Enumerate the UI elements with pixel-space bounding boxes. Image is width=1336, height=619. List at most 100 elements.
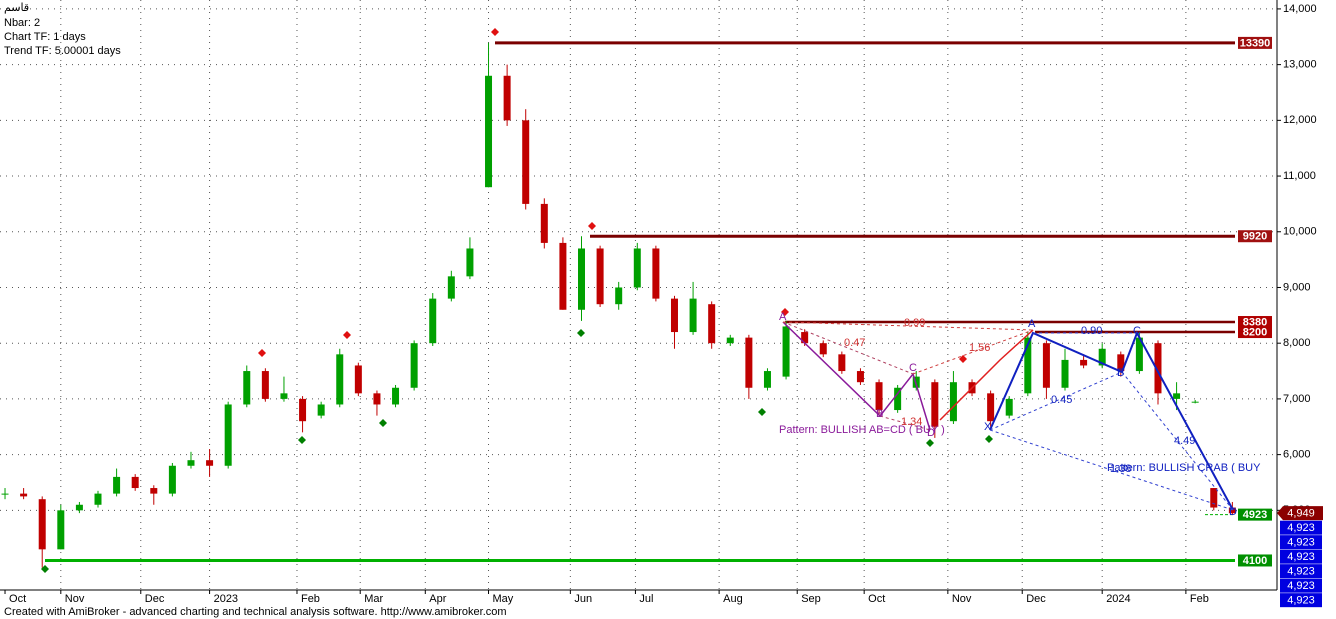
swing-high (258, 349, 266, 357)
price-label: 4,923 (1287, 522, 1315, 534)
ratio-label: 4.49 (1174, 435, 1195, 447)
ratio-label: 0.99 (904, 317, 925, 329)
pattern-lines (782, 321, 1234, 511)
candle-body (540, 203, 548, 243)
candle-body (838, 354, 846, 372)
abcd-pattern (782, 321, 931, 431)
candle-body (1024, 337, 1032, 394)
candle-body (689, 298, 697, 333)
swing-high (781, 308, 789, 316)
candle-body (875, 382, 883, 411)
y-tick-label: 6,000 (1283, 449, 1311, 461)
price-label-box (1280, 593, 1322, 608)
candle-body (708, 304, 716, 344)
y-tick-label: 8,000 (1283, 337, 1311, 349)
candle-body (1005, 398, 1013, 416)
candle-body (578, 248, 586, 310)
info-text: Nbar: 2 (4, 17, 40, 29)
swing-markers (41, 28, 993, 573)
candle-body (819, 343, 827, 355)
ratio-label: 1.56 (969, 342, 990, 354)
price-label: 4,923 (1287, 566, 1315, 578)
candle-body (856, 371, 864, 383)
info-text: Chart TF: 1 days (4, 31, 86, 43)
x-tick-label: Dec (1026, 593, 1046, 605)
x-tick-label: Oct (9, 593, 26, 605)
level-label-box (1238, 316, 1272, 329)
point-label: B (876, 408, 883, 420)
candle-body (94, 493, 102, 505)
price-label-box (1280, 520, 1322, 535)
swing-low (758, 408, 766, 416)
candle-body (1042, 343, 1050, 388)
price-label-box (1280, 535, 1322, 550)
price-label-box (1280, 578, 1322, 593)
pattern-label: Pattern: BULLISH AB=CD ( BUY ) (779, 424, 945, 436)
candle-body (317, 404, 325, 416)
point-label: A (779, 311, 787, 323)
swing-low (926, 439, 934, 447)
point-label: C (909, 362, 917, 374)
level-label: 4923 (1243, 509, 1267, 521)
candle-body (392, 387, 400, 405)
candle-body (596, 248, 604, 305)
level-label-box (1238, 508, 1272, 521)
candle-body (1191, 401, 1199, 403)
point-label: A (1028, 318, 1036, 330)
level-label-box (1238, 554, 1272, 567)
level-label-box (1238, 326, 1272, 339)
candle-body (1228, 507, 1236, 514)
price-label-box (1280, 564, 1322, 579)
candle-body (1, 493, 9, 495)
candle-body (987, 393, 995, 422)
y-tick-label: 14,000 (1283, 3, 1317, 15)
candle-body (726, 337, 734, 344)
x-tick-label: Mar (364, 593, 383, 605)
ratio-label: 0.90 (1081, 325, 1102, 337)
candle-body (763, 371, 771, 388)
candle-body (187, 460, 195, 466)
y-tick-label: 10,000 (1283, 226, 1317, 238)
swing-high (959, 355, 967, 363)
candle-body (206, 460, 214, 466)
candle-body (522, 120, 530, 204)
swing-low (985, 435, 993, 443)
level-label-box (1238, 230, 1272, 243)
ratio-label: 0.47 (844, 337, 865, 349)
point-label: C (1133, 325, 1141, 337)
point-label: D (1229, 506, 1237, 518)
grid (0, 0, 1277, 590)
candle-body (243, 371, 251, 405)
point-label: X (984, 421, 992, 433)
level-label: 4100 (1243, 555, 1267, 567)
y-tick-label: 12,000 (1283, 114, 1317, 126)
price-label: 4,949 (1287, 508, 1315, 520)
candle-body (652, 248, 660, 299)
symbol: قاسم (4, 2, 29, 14)
point-label: D (927, 427, 935, 439)
x-tick-label: 2024 (1106, 593, 1130, 605)
x-tick-label: Nov (952, 593, 972, 605)
x-tick-label: 2023 (214, 593, 238, 605)
ratio-label: 0.45 (1051, 394, 1072, 406)
pattern-dash (989, 429, 1234, 511)
candle-body (503, 75, 511, 121)
x-tick-label: Aug (723, 593, 743, 605)
swing-low (577, 329, 585, 337)
swing-high (588, 222, 596, 230)
candle-body (280, 393, 288, 399)
level-label: 13390 (1240, 37, 1271, 49)
y-tick-label: 7,000 (1283, 393, 1311, 405)
candle-body (931, 382, 939, 427)
candle-body (1210, 488, 1218, 508)
candle-body (670, 298, 678, 333)
info-text: Trend TF: 5.00001 days (4, 45, 121, 57)
candle-body (20, 493, 28, 497)
price-label: 4,923 (1287, 595, 1315, 607)
swing-low (379, 419, 387, 427)
candle-body (261, 371, 269, 399)
candle-body (447, 276, 455, 299)
